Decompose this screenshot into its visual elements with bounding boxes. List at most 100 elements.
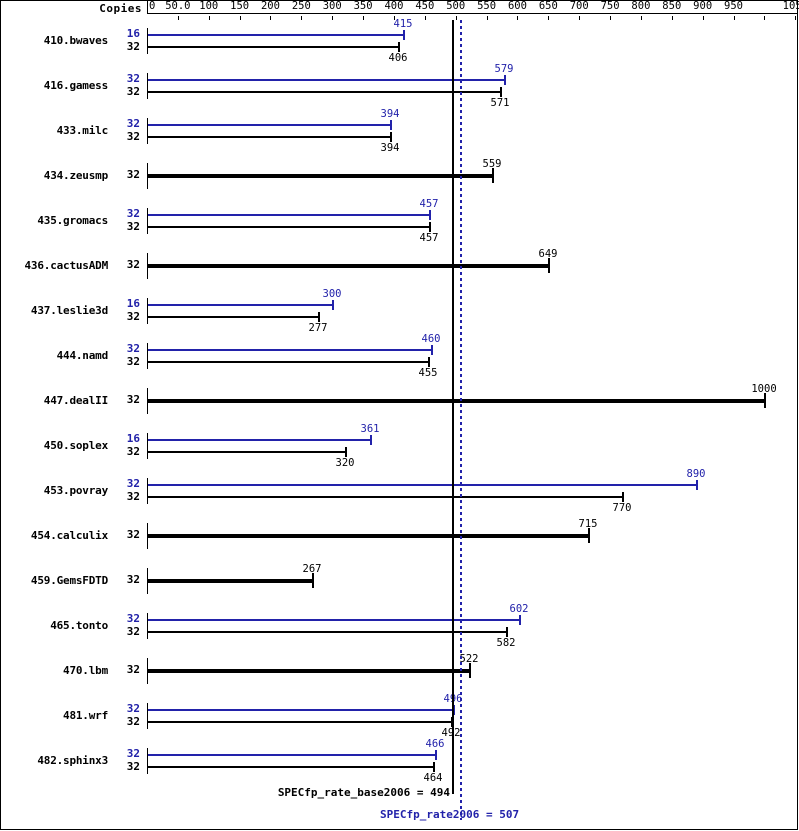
- footer-base-label: SPECfp_rate_base2006 = 494: [277, 786, 450, 799]
- copies-value-peak: 16: [126, 297, 140, 310]
- axis-tick-label: 600: [507, 0, 527, 12]
- benchmark-name: 470.lbm: [63, 664, 108, 677]
- axis-tick-label: 200: [260, 0, 280, 12]
- benchmark-name: 435.gromacs: [37, 214, 108, 227]
- copies-value-peak: 16: [126, 27, 140, 40]
- bar-endcap-base: [318, 312, 320, 322]
- bar-endcap-peak: [453, 705, 455, 715]
- axis-baseline-stub: [147, 703, 148, 729]
- benchmark-name: 437.leslie3d: [30, 304, 108, 317]
- benchmark-name: 465.tonto: [50, 619, 108, 632]
- axis-baseline-stub: [147, 118, 148, 144]
- bar-base: [147, 46, 398, 48]
- axis-tick-mark: [178, 16, 179, 20]
- benchmark-name: 453.povray: [43, 484, 108, 497]
- benchmark-name: 444.namd: [56, 349, 109, 362]
- copies-value-base: 32: [126, 130, 140, 143]
- bar-peak: [147, 709, 454, 711]
- axis-tick-label: 900: [693, 0, 713, 12]
- bar-endcap-base: [398, 42, 400, 52]
- copies-value-peak: 32: [126, 342, 140, 355]
- bar-endcap-base: [433, 762, 435, 772]
- axis-baseline-stub: [147, 613, 148, 639]
- axis-tick-label: 650: [538, 0, 558, 12]
- benchmark-name: 433.milc: [56, 124, 109, 137]
- bar-endcap-peak: [696, 480, 698, 490]
- benchmark-name: 450.soplex: [43, 439, 108, 452]
- axis-tick-label: 100: [199, 0, 219, 12]
- axis-tick-label: 700: [569, 0, 589, 12]
- bar-base: [147, 721, 451, 723]
- bar-peak: [147, 349, 431, 351]
- bar-value-base: 492: [441, 727, 461, 739]
- axis-tick-mark: [332, 16, 333, 20]
- axis-tick-mark: [487, 16, 488, 20]
- axis-baseline-stub: [147, 298, 148, 324]
- bar-base: [147, 91, 500, 93]
- copies-value-base: 32: [126, 310, 140, 323]
- copies-value-base: 32: [126, 168, 140, 181]
- axis-tick-mark: [579, 16, 580, 20]
- bar-peak: [147, 304, 333, 306]
- axis-tick-mark: [734, 16, 735, 20]
- axis-baseline-stub: [147, 523, 148, 549]
- axis-tick-mark: [517, 16, 518, 20]
- bar-peak: [147, 214, 430, 216]
- bar-value-base: 522: [459, 653, 479, 665]
- bar-base: [147, 264, 548, 268]
- bar-endcap-peak: [403, 30, 405, 40]
- bar-peak: [147, 439, 370, 441]
- copies-value-peak: 16: [126, 432, 140, 445]
- axis-tick-mark: [672, 16, 673, 20]
- bar-endcap-peak: [435, 750, 437, 760]
- bar-endcap-base: [428, 357, 430, 367]
- bar-value-peak: 394: [380, 108, 400, 120]
- bar-base: [147, 316, 319, 318]
- axis-tick-label: 800: [631, 0, 651, 12]
- bar-endcap-peak: [429, 210, 431, 220]
- copies-value-base: 32: [126, 355, 140, 368]
- bar-value-base: 464: [423, 772, 443, 784]
- axis-tick-mark: [425, 16, 426, 20]
- bar-value-base: 770: [612, 502, 632, 514]
- bar-endcap-base: [312, 573, 314, 588]
- benchmark-name: 434.zeusmp: [43, 169, 108, 182]
- axis-tick-label: 400: [384, 0, 404, 12]
- axis-tick-label: 50.0: [165, 0, 191, 12]
- bar-peak: [147, 79, 505, 81]
- copies-value-base: 32: [126, 393, 140, 406]
- copies-value-base: 32: [126, 490, 140, 503]
- bar-value-base: 559: [482, 158, 502, 170]
- bar-value-base: 715: [578, 518, 598, 530]
- axis-tick-mark: [764, 16, 765, 20]
- axis-baseline-stub: [147, 478, 148, 504]
- axis-tick-mark: [363, 16, 364, 20]
- bar-value-base: 277: [308, 322, 328, 334]
- axis-baseline-stub: [147, 568, 148, 594]
- axis-tick-label: 250: [291, 0, 311, 12]
- bar-base: [147, 534, 589, 538]
- bar-base: [147, 136, 391, 138]
- axis-tick-mark: [610, 16, 611, 20]
- axis-left-rule: [147, 0, 148, 13]
- bar-endcap-base: [506, 627, 508, 637]
- bar-value-base: 455: [418, 367, 438, 379]
- bar-peak: [147, 619, 519, 621]
- copies-value-base: 32: [126, 625, 140, 638]
- bar-value-base: 320: [335, 457, 355, 469]
- axis-tick-label: 550: [477, 0, 497, 12]
- bar-peak: [147, 754, 435, 756]
- axis-baseline-stub: [147, 73, 148, 99]
- copies-value-peak: 32: [126, 72, 140, 85]
- bar-endcap-base: [500, 87, 502, 97]
- bar-base: [147, 669, 470, 673]
- copies-value-base: 32: [126, 220, 140, 233]
- axis-tick-label: 850: [662, 0, 682, 12]
- bar-base: [147, 579, 312, 583]
- bar-value-base: 394: [380, 142, 400, 154]
- axis-tick-mark: [703, 16, 704, 20]
- copies-value-base: 32: [126, 715, 140, 728]
- bar-endcap-base: [622, 492, 624, 502]
- bar-value-base: 571: [490, 97, 510, 109]
- bar-value-base: 649: [538, 248, 558, 260]
